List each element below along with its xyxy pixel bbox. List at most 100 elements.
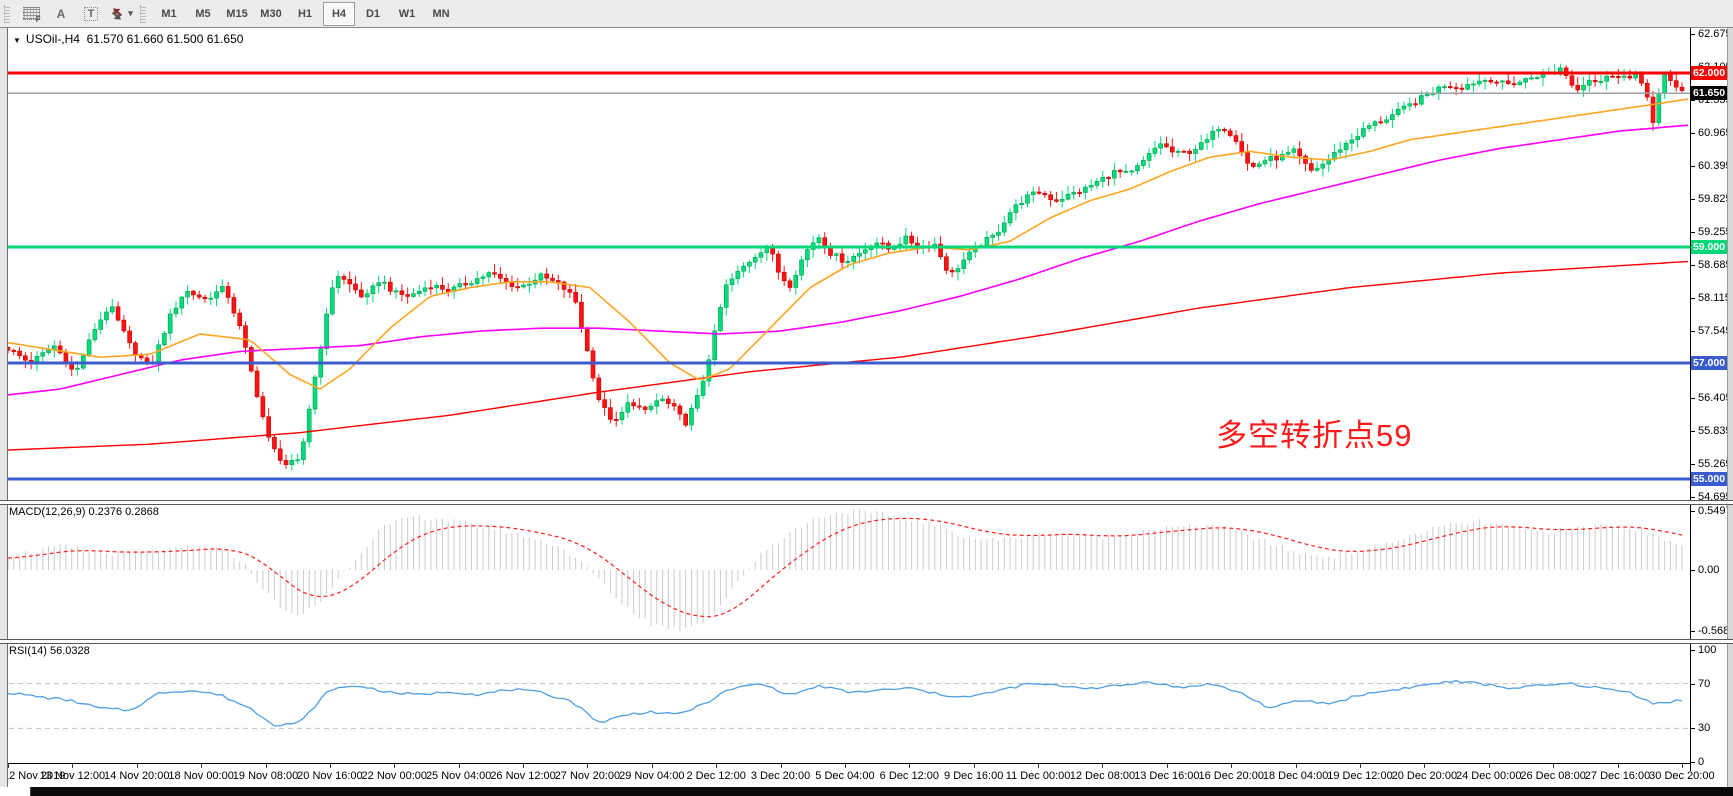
timeframe-button-group: M1 M5 M15 M30 H1 H4 D1 W1 MN: [152, 1, 458, 26]
timeframe-button-m15[interactable]: M15: [226, 7, 248, 20]
time-label: 18 Nov 00:00: [168, 770, 234, 782]
macd-label: MACD(12,26,9) 0.2376 0.2868: [9, 506, 159, 518]
price-tick: [1691, 397, 1695, 399]
rsi-tick: [1691, 650, 1695, 651]
time-label: 20 Nov 16:00: [297, 770, 363, 782]
price-label: 62.675: [1698, 27, 1732, 40]
time-tick: [523, 764, 525, 768]
price-label: 58.115: [1698, 292, 1731, 305]
time-tick: [72, 764, 74, 768]
time-axis: 12 Nov 2019 13 Nov 12:00 14 Nov 20:00 18 No…: [0, 763, 1733, 788]
time-label: 19 Nov 08:00: [232, 770, 299, 782]
time-label: 16 Dec 20:00: [1198, 770, 1264, 782]
time-label: 20 Dec 20:00: [1391, 770, 1458, 782]
dropdown-caret-icon: ▾: [128, 8, 133, 18]
macd-tick: [1691, 570, 1695, 571]
time-tick: [973, 764, 975, 768]
time-tick: [1038, 764, 1040, 768]
timeframe-grip[interactable]: [140, 4, 146, 23]
chinese-annotation-text[interactable]: 多空转折点59: [1216, 418, 1413, 453]
timeframe-button-d1[interactable]: D1: [365, 7, 381, 20]
time-label: 24 Dec 00:00: [1456, 770, 1522, 782]
toolbar-grip[interactable]: [4, 4, 10, 23]
rsi-label: 70: [1698, 677, 1711, 690]
time-label: 26 Nov 12:00: [490, 770, 556, 782]
rsi-tick: [1691, 728, 1695, 730]
time-tick: [651, 764, 653, 768]
price-label: 59.255: [1698, 226, 1732, 239]
price-badge-62.000: 62.000: [1691, 66, 1727, 80]
timeframe-button-w1[interactable]: W1: [398, 7, 416, 20]
time-tick: [844, 764, 846, 768]
time-tick: [1102, 764, 1104, 768]
time-label: 25 Nov 04:00: [425, 770, 492, 782]
price-label: 56.405: [1698, 391, 1732, 404]
text-label-button[interactable]: A: [48, 2, 74, 26]
time-label: 13 Nov 12:00: [39, 770, 106, 782]
text-box-button[interactable]: T: [78, 2, 104, 26]
taskbar-notch: [0, 787, 31, 796]
time-label: 9 Dec 16:00: [944, 770, 1004, 782]
text-box-icon: T: [83, 6, 99, 21]
time-label: 18 Dec 04:00: [1262, 770, 1329, 782]
price-tick: [1691, 33, 1695, 35]
symbol-dropdown-icon[interactable]: ▼: [13, 36, 21, 45]
indicator-window-button[interactable]: F: [18, 2, 44, 26]
price-tick: [1691, 199, 1695, 201]
price-tick: [1691, 331, 1695, 333]
timeframe-button-m5[interactable]: M5: [195, 7, 211, 20]
price-label: 57.545: [1698, 325, 1732, 338]
price-axis: 62.67562.10561.53560.96560.39559.82559.2…: [1690, 28, 1733, 771]
time-label: 6 Dec 12:00: [879, 770, 939, 782]
time-label: 29 Nov 04:00: [619, 770, 685, 782]
macd-label: -0.5685: [1698, 625, 1733, 637]
time-tick: [1553, 764, 1555, 768]
timeframe-button-h4[interactable]: H4: [323, 1, 355, 26]
time-tick: [1295, 764, 1297, 768]
time-tick: [587, 764, 589, 768]
pane-resize-handle-rsi[interactable]: [0, 639, 1733, 644]
time-label: 11 Dec 00:00: [1005, 770, 1071, 782]
price-tick: [1691, 298, 1695, 300]
timeframe-button-mn[interactable]: MN: [432, 7, 450, 20]
rsi-label: RSI(14) 56.0328: [9, 645, 90, 657]
timeframe-button-m30[interactable]: M30: [260, 7, 282, 20]
text-a-icon: A: [56, 6, 66, 21]
timeframe-button-h1[interactable]: H1: [297, 7, 313, 20]
time-label: 27 Nov 20:00: [554, 770, 621, 782]
time-tick: [1617, 764, 1619, 768]
tile-windows-button[interactable]: ▾: [108, 2, 134, 26]
rsi-label: 100: [1698, 644, 1717, 656]
rsi-indicator-pane[interactable]: RSI(14) 56.0328: [0, 643, 1690, 763]
time-label: 3 Dec 20:00: [750, 770, 811, 782]
time-label: 22 Nov 00:00: [361, 770, 427, 782]
price-label: 58.685: [1698, 259, 1732, 272]
time-tick: [201, 764, 203, 768]
timeframe-button-m1[interactable]: M1: [161, 7, 177, 20]
price-label: 60.965: [1698, 127, 1732, 140]
time-label: 26 Dec 08:00: [1520, 770, 1586, 782]
pane-resize-handle-macd[interactable]: [0, 500, 1733, 505]
ohlc-values: 61.570 61.660 61.500 61.650: [86, 32, 244, 46]
price-label: 60.395: [1698, 160, 1732, 173]
time-tick: [780, 764, 782, 768]
price-chart-pane[interactable]: ▼ USOil-,H4 61.570 61.660 61.500 61.650 多…: [0, 28, 1690, 500]
time-tick: [1231, 764, 1233, 768]
vertical-scrollbar[interactable]: [1727, 28, 1733, 795]
price-badge-55.000: 55.000: [1691, 472, 1727, 486]
symbol-and-timeframe: USOil-,H4: [25, 32, 80, 46]
time-tick: [1488, 764, 1490, 768]
time-tick: [394, 764, 396, 768]
macd-label: 0.00: [1698, 564, 1720, 576]
price-tick: [1691, 133, 1695, 135]
tile-arrows-icon: [112, 7, 123, 20]
time-label: 13 Dec 16:00: [1134, 770, 1200, 782]
price-tick: [1691, 496, 1695, 498]
time-tick: [8, 764, 9, 768]
time-tick: [1681, 764, 1683, 768]
time-label: 12 Nov 2019: [3, 770, 66, 782]
macd-indicator-pane[interactable]: MACD(12,26,9) 0.2376 0.2868: [0, 504, 1690, 638]
price-badge-57.000: 57.000: [1691, 356, 1727, 370]
time-tick: [329, 764, 331, 768]
chart-window: ▼ USOil-,H4 61.570 61.660 61.500 61.650 多…: [0, 28, 1733, 796]
